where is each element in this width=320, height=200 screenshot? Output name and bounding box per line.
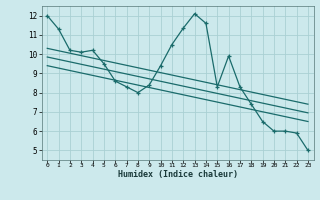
X-axis label: Humidex (Indice chaleur): Humidex (Indice chaleur) xyxy=(118,170,237,179)
